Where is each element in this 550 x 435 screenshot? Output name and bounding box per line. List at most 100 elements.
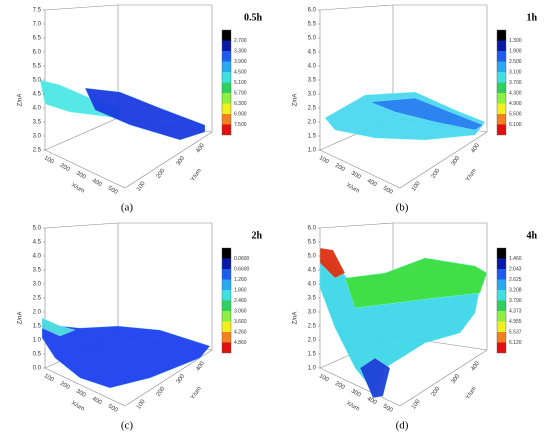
colorbar-segment	[222, 258, 231, 269]
z-axis-label: Z/nA	[18, 312, 24, 325]
colorbar-segment	[222, 114, 231, 125]
colorbar-segment	[222, 269, 231, 280]
x-tick-label: 100	[43, 155, 55, 166]
y-tick-label: 100	[136, 398, 147, 410]
surface	[41, 317, 211, 389]
axis-line	[319, 4, 394, 11]
x-tick-label: 300	[350, 388, 362, 399]
z-tick-label: 3.5	[308, 78, 317, 84]
colorbar-label: 6.100	[509, 122, 522, 128]
panel-title: 4h	[526, 230, 537, 241]
axis-line	[319, 149, 401, 189]
colorbar-label: 4.860	[234, 340, 247, 346]
colorbar-segment	[497, 40, 506, 51]
axis-line	[124, 349, 213, 407]
z-tick-label: 4.5	[33, 92, 42, 98]
x-tick-label: 100	[43, 373, 55, 384]
x-axis-label: X/um	[345, 182, 360, 194]
x-tick-label: 300	[350, 170, 362, 181]
z-tick-label: 6.5	[33, 36, 42, 42]
colorbar-label: 1.260	[234, 277, 247, 283]
colorbar-segment	[222, 93, 231, 104]
z-tick-label: 1.5	[308, 134, 317, 140]
z-tick-label: 4.5	[308, 50, 317, 56]
axis-line	[44, 117, 119, 151]
colorbar-label: 5.500	[509, 111, 522, 117]
z-tick-label: 3.0	[308, 92, 317, 98]
z-tick-label: 3.0	[33, 282, 42, 288]
x-tick-label: 400	[91, 178, 103, 189]
x-tick-label: 400	[366, 178, 378, 189]
axis-line	[399, 131, 488, 189]
panel: 2.5 3.0 3.5 4.0 4.5 5.0 5.5 6.0 6.5 7.0 7.5 Z/nA 100…	[18, 4, 263, 214]
colorbar-label: 2.700	[234, 38, 247, 44]
z-tick-label: 5.5	[308, 240, 317, 246]
z-tick-label: 5.5	[33, 64, 42, 70]
colorbar-label: 4.900	[509, 101, 522, 107]
x-tick-label: 500	[107, 186, 119, 197]
x-tick-label: 100	[318, 155, 330, 166]
x-tick-label: 300	[75, 388, 87, 399]
z-tick-label: 4.5	[33, 240, 42, 246]
panel-label: (b)	[396, 202, 409, 214]
z-tick-label: 0.5	[33, 352, 42, 358]
colorbar-segment	[497, 321, 506, 332]
z-axis-label: Z/nA	[293, 312, 299, 325]
y-tick-label: 200	[431, 168, 442, 180]
x-axis-label: X/um	[345, 400, 360, 412]
z-tick-label: 6.0	[33, 50, 42, 56]
colorbar-label: 0.0600	[234, 256, 250, 262]
x-tick-label: 500	[382, 404, 394, 415]
y-tick-label: 100	[136, 180, 147, 192]
colorbar-segment	[497, 124, 506, 135]
surface	[324, 91, 486, 141]
panel-title: 0.5h	[244, 12, 263, 23]
y-tick-label: 200	[156, 386, 167, 398]
colorbar-segment	[497, 72, 506, 83]
colorbar-label: 5.100	[234, 80, 247, 86]
panel: 1.0 1.5 2.0 2.5 3.0 3.5 4.0 4.5 5.0 5.5 6.0 Z/nA 100…	[293, 4, 537, 214]
z-tick-label: 5.0	[33, 78, 42, 84]
z-tick-label: 1.5	[33, 324, 42, 330]
colorbar-segment	[497, 51, 506, 62]
z-tick-label: 0.0	[33, 366, 42, 372]
colorbar-segment	[497, 258, 506, 269]
colorbar-segment	[497, 332, 506, 343]
colorbar-segment	[222, 103, 231, 114]
colorbar-segment	[222, 332, 231, 343]
axis-line	[124, 131, 213, 189]
colorbar-label: 3.300	[234, 48, 247, 54]
colorbar-segment	[497, 269, 506, 280]
z-tick-label: 3.5	[33, 120, 42, 126]
y-tick-label: 200	[156, 168, 167, 180]
colorbar-segment	[222, 82, 231, 93]
z-tick-label: 6.0	[308, 8, 317, 14]
colorbar-segment	[222, 279, 231, 290]
y-axis-label: Y/um	[190, 168, 203, 183]
colorbar-segment	[222, 40, 231, 51]
colorbar-segment	[222, 51, 231, 62]
z-tick-label: 4.0	[308, 64, 317, 70]
z-tick-label: 2.5	[308, 106, 317, 112]
z-tick-label: 1.5	[308, 352, 317, 358]
panel: 0.0 0.5 1.0 1.5 2.0 2.5 3.0 3.5 4.0 4.5 5.0 Z/nA 100…	[18, 222, 262, 432]
colorbar-segment	[497, 61, 506, 72]
colorbar-segment	[497, 114, 506, 125]
z-axis-label: Z/nA	[293, 94, 299, 107]
y-tick-label: 100	[411, 398, 422, 410]
panel-label: (a)	[121, 202, 134, 214]
axis-line	[319, 222, 394, 229]
colorbar-segment	[222, 300, 231, 311]
axis-line	[44, 4, 119, 11]
z-tick-label: 5.0	[308, 36, 317, 42]
x-tick-label: 100	[318, 373, 330, 384]
axis-line	[319, 367, 401, 407]
z-tick-label: 3.0	[33, 134, 42, 140]
x-tick-label: 400	[366, 396, 378, 407]
axis-line	[399, 349, 488, 407]
colorbar-label: 3.208	[509, 287, 522, 293]
surface	[84, 87, 206, 141]
colorbar-label: 2.500	[509, 59, 522, 65]
colorbar-segment	[497, 300, 506, 311]
x-axis-label: X/um	[70, 400, 85, 412]
